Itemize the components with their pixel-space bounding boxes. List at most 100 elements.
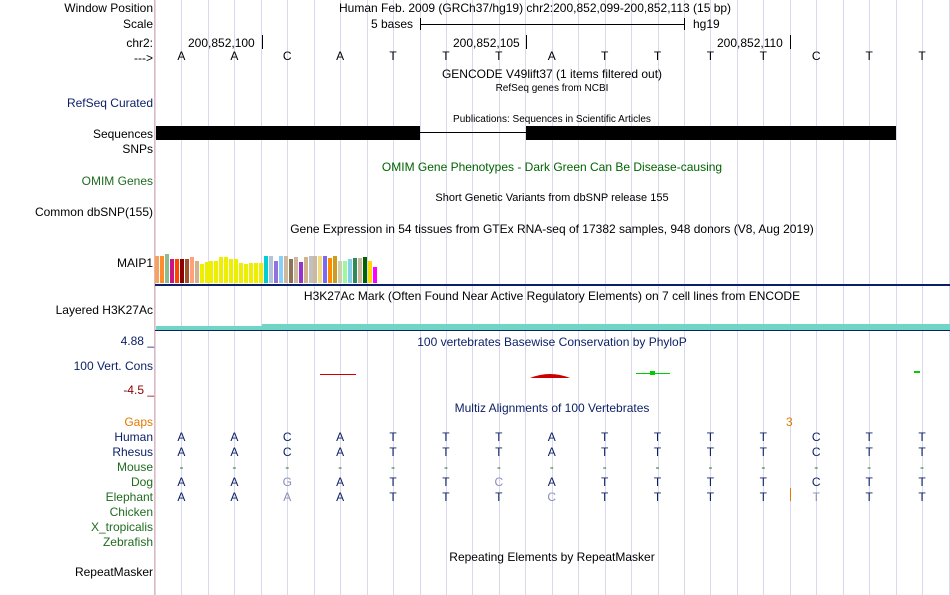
species-label-dog[interactable]: Dog bbox=[130, 475, 153, 489]
h3k27ac-track-label[interactable]: Layered H3K27Ac bbox=[55, 303, 153, 317]
gtex-baseline bbox=[155, 284, 950, 286]
gtex-tissue-bar[interactable] bbox=[159, 256, 164, 283]
gtex-tissue-bar[interactable] bbox=[204, 262, 209, 283]
species-label-zebrafish[interactable]: Zebrafish bbox=[102, 535, 153, 549]
multiz-track-title[interactable]: Multiz Alignments of 100 Vertebrates bbox=[454, 401, 650, 415]
species-label-elephant[interactable]: Elephant bbox=[105, 490, 153, 504]
publications-track-title[interactable]: Publications: Sequences in Scientific Ar… bbox=[453, 114, 651, 125]
gtex-tissue-bar[interactable] bbox=[239, 263, 244, 283]
refseq-track-title[interactable]: RefSeq genes from NCBI bbox=[495, 83, 609, 94]
species-label-x_tropicalis[interactable]: X_tropicalis bbox=[90, 520, 153, 534]
alignment-base: G bbox=[282, 475, 292, 489]
gtex-tissue-bar[interactable] bbox=[174, 259, 179, 283]
gtex-tissue-bar[interactable] bbox=[164, 254, 169, 283]
grid-line bbox=[207, 0, 209, 595]
alignment-base: T bbox=[706, 490, 715, 504]
alignment-base: A bbox=[177, 490, 186, 504]
gtex-tissue-bar[interactable] bbox=[293, 257, 298, 283]
gtex-tissue-bar[interactable] bbox=[244, 264, 249, 283]
gtex-tissue-bar[interactable] bbox=[303, 257, 308, 283]
dbsnp-track-label[interactable]: Common dbSNP(155) bbox=[34, 205, 153, 219]
h3k27ac-track-title[interactable]: H3K27Ac Mark (Often Found Near Active Re… bbox=[303, 289, 801, 303]
ref-base: T bbox=[865, 49, 873, 63]
gtex-tissue-bar[interactable] bbox=[209, 261, 214, 283]
alignment-base: - bbox=[602, 460, 607, 474]
gtex-tissue-bar[interactable] bbox=[268, 256, 273, 283]
gtex-track-label[interactable]: MAIP1 bbox=[116, 256, 153, 270]
gtex-tissue-bar[interactable] bbox=[254, 263, 258, 283]
gtex-tissue-bar[interactable] bbox=[214, 261, 219, 283]
gtex-tissue-bar[interactable] bbox=[179, 259, 184, 283]
alignment-base: T bbox=[759, 490, 768, 504]
gtex-tissue-bar[interactable] bbox=[229, 259, 234, 283]
phylop-track-title[interactable]: 100 vertebrates Basewise Conservation by… bbox=[417, 335, 687, 349]
gtex-tissue-bar[interactable] bbox=[263, 256, 268, 283]
sequence-block-right[interactable] bbox=[526, 126, 896, 140]
ref-base: T bbox=[706, 49, 715, 63]
gtex-tissue-bar[interactable] bbox=[348, 259, 353, 283]
species-label-rhesus[interactable]: Rhesus bbox=[112, 445, 153, 459]
refseq-track-label[interactable]: RefSeq Curated bbox=[66, 96, 153, 110]
species-label-mouse[interactable]: Mouse bbox=[116, 460, 153, 474]
species-label-human[interactable]: Human bbox=[114, 430, 153, 444]
gtex-tissue-bar[interactable] bbox=[224, 257, 229, 283]
gtex-tissue-bar[interactable] bbox=[323, 256, 328, 283]
grid-line bbox=[869, 0, 871, 595]
gtex-tissue-bar[interactable] bbox=[338, 261, 343, 283]
omim-track-title[interactable]: OMIM Gene Phenotypes - Dark Green Can Be… bbox=[381, 160, 723, 174]
gtex-tissue-bar[interactable] bbox=[362, 257, 367, 283]
ref-base: T bbox=[918, 49, 926, 63]
alignment-base: C bbox=[494, 475, 504, 489]
gtex-tissue-bar[interactable] bbox=[155, 256, 159, 283]
gencode-track-title[interactable]: GENCODE V49lift37 (1 items filtered out) bbox=[441, 67, 663, 81]
dbsnp-track-title[interactable]: Short Genetic Variants from dbSNP releas… bbox=[435, 192, 669, 204]
gtex-tissue-bar[interactable] bbox=[278, 256, 283, 283]
ruler-tick-2 bbox=[526, 35, 527, 49]
gtex-tissue-bar[interactable] bbox=[169, 259, 174, 283]
alignment-base: T bbox=[759, 430, 768, 444]
gtex-track-title[interactable]: Gene Expression in 54 tissues from GTEx … bbox=[290, 222, 814, 236]
gtex-tissue-bar[interactable] bbox=[343, 261, 348, 283]
gtex-tissue-bar[interactable] bbox=[283, 256, 288, 283]
alignment-base: C bbox=[811, 445, 821, 459]
gtex-tissue-bar[interactable] bbox=[194, 261, 199, 283]
phylop-track-label[interactable]: 100 Vert. Cons bbox=[73, 359, 153, 373]
alignment-base: T bbox=[389, 430, 397, 444]
alignment-base: T bbox=[495, 445, 503, 459]
gtex-tissue-bar[interactable] bbox=[367, 261, 372, 283]
gtex-tissue-bar[interactable] bbox=[288, 259, 293, 283]
sequence-block-left[interactable] bbox=[156, 126, 420, 140]
gtex-tissue-bar[interactable] bbox=[273, 261, 278, 283]
gtex-tissue-bar[interactable] bbox=[234, 259, 239, 283]
gtex-tissue-bar[interactable] bbox=[298, 262, 303, 283]
gtex-tissue-bar[interactable] bbox=[258, 263, 263, 283]
omim-track-label[interactable]: OMIM Genes bbox=[81, 174, 153, 188]
grid-line bbox=[948, 0, 950, 595]
gtex-tissue-bar[interactable] bbox=[372, 267, 377, 283]
repeatmasker-track-label[interactable]: RepeatMasker bbox=[74, 565, 153, 579]
alignment-base: T bbox=[653, 475, 662, 489]
repeatmasker-track-title[interactable]: Repeating Elements by RepeatMasker bbox=[449, 550, 655, 564]
alignment-base: T bbox=[389, 445, 397, 459]
gtex-tissue-bar[interactable] bbox=[249, 263, 254, 283]
gtex-tissue-bar[interactable] bbox=[219, 257, 224, 283]
ref-base: T bbox=[495, 49, 503, 63]
sequences-track-label[interactable]: Sequences bbox=[92, 127, 153, 141]
gtex-tissue-bar[interactable] bbox=[184, 259, 189, 283]
gtex-tissue-bar[interactable] bbox=[199, 264, 204, 283]
alignment-base: - bbox=[496, 460, 501, 474]
grid-line bbox=[181, 0, 183, 595]
gtex-tissue-bar[interactable] bbox=[333, 256, 338, 283]
species-label-chicken[interactable]: Chicken bbox=[109, 505, 153, 519]
strand-label: ---> bbox=[134, 51, 153, 65]
snps-track-label[interactable]: SNPs bbox=[122, 142, 153, 156]
gtex-tissue-bar[interactable] bbox=[313, 256, 318, 283]
gtex-tissue-bar[interactable] bbox=[189, 257, 194, 283]
ref-base: A bbox=[336, 49, 345, 63]
gtex-tissue-bar[interactable] bbox=[358, 258, 362, 283]
gtex-tissue-bar[interactable] bbox=[318, 256, 323, 283]
gtex-tissue-bar[interactable] bbox=[328, 258, 333, 283]
gtex-tissue-bar[interactable] bbox=[353, 258, 357, 283]
scale-bar-left-tick bbox=[420, 18, 421, 30]
gtex-tissue-bar[interactable] bbox=[308, 256, 313, 283]
